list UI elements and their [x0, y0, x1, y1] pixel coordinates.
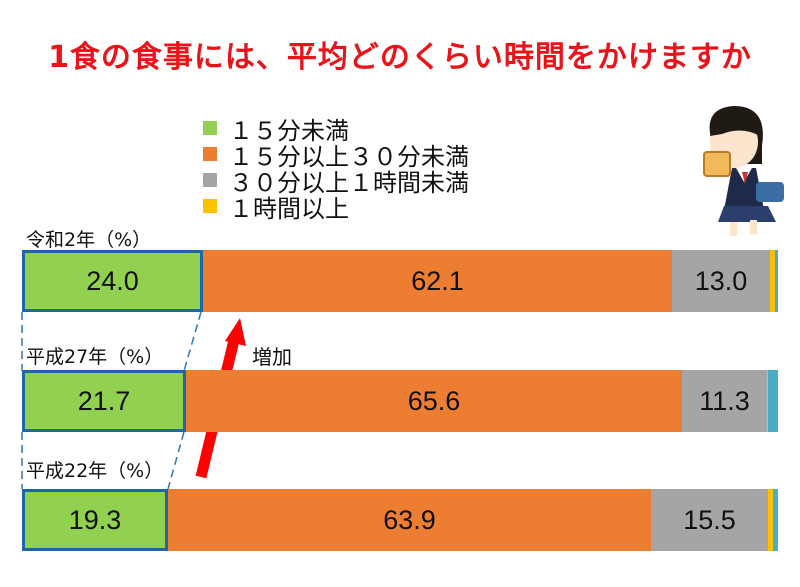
increase-arrow-head [225, 318, 246, 346]
bar-segment: 65.6 [186, 370, 682, 432]
category-label: 平成27年（%） [24, 342, 166, 369]
bar-segment: 21.7 [22, 370, 186, 432]
bar-segment [773, 489, 778, 551]
bar-segment: 11.3 [682, 370, 767, 432]
bar-segment: 15.5 [651, 489, 768, 551]
category-label: 令和2年（%） [24, 225, 154, 252]
bar-row: 24.0 62.1 13.0 [22, 250, 778, 312]
bar-segment: 13.0 [672, 250, 770, 312]
connector-line [183, 311, 202, 372]
legend-swatch [203, 121, 217, 135]
bar-segment: 62.1 [203, 250, 672, 312]
bar-segment: 19.3 [22, 489, 168, 551]
legend-item: ３０分以上１時間未満 [203, 167, 469, 197]
legend-label: １５分以上３０分未満 [229, 142, 469, 171]
bar-row: 19.3 63.9 15.5 [22, 489, 778, 551]
legend-label: １時間以上 [229, 194, 349, 223]
chart-title: 1食の食事には、平均どのくらい時間をかけますか [48, 40, 752, 75]
legend-item: １５分未満 [203, 115, 469, 145]
legend-label: ３０分以上１時間未満 [229, 168, 469, 197]
student-illustration [703, 106, 784, 236]
bar-segment [768, 370, 778, 432]
legend-label: １５分未満 [229, 116, 349, 145]
legend-item: １５分以上３０分未満 [203, 141, 469, 171]
bar-segment [767, 370, 768, 432]
increase-annotation: 増加 [252, 345, 292, 369]
bar-segment [768, 489, 773, 551]
legend: １５分未満 １５分以上３０分未満 ３０分以上１時間未満 １時間以上 [203, 115, 469, 223]
bar-segment: 63.9 [168, 489, 651, 551]
legend-swatch [203, 173, 217, 187]
bar-segment: 24.0 [22, 250, 203, 312]
bar-row: 21.7 65.6 11.3 [22, 370, 778, 432]
connector-line [167, 431, 185, 490]
legend-swatch [203, 147, 217, 161]
bar-segment [775, 250, 778, 312]
legend-item: １時間以上 [203, 193, 469, 223]
category-label: 平成22年（%） [24, 456, 166, 483]
legend-swatch [203, 199, 217, 213]
bar-segment [770, 250, 775, 312]
